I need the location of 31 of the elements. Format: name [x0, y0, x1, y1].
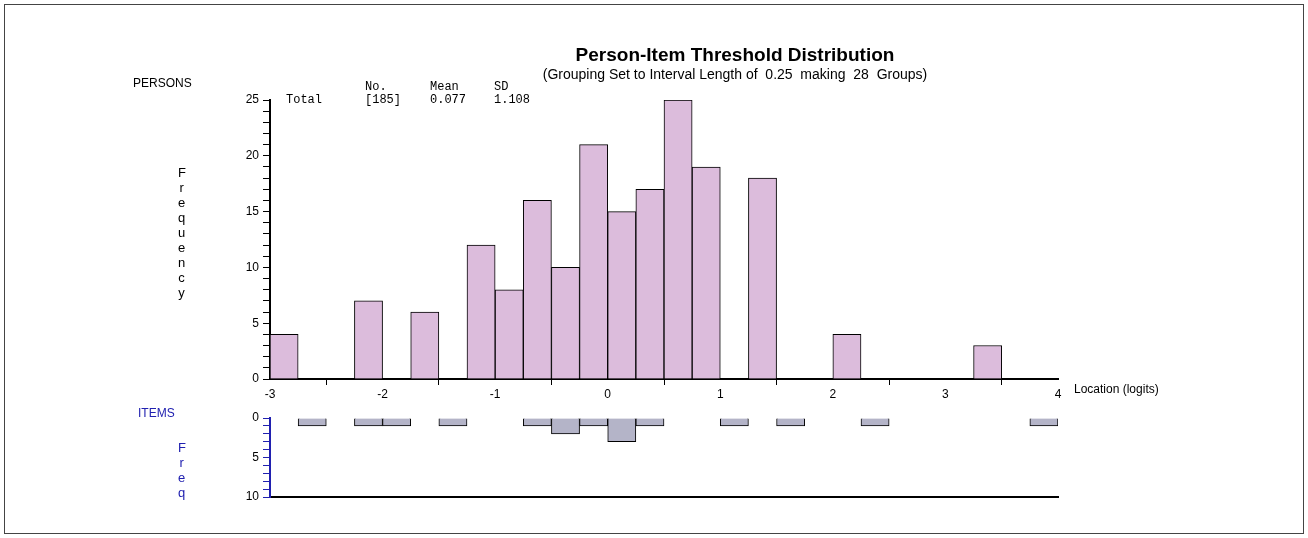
y-axis-title: Freq [178, 440, 186, 500]
x-tick-label: 1 [716, 386, 724, 401]
y-tick-label: 10 [245, 259, 260, 274]
x-tick-label: 2 [829, 386, 837, 401]
annotation: Total [286, 93, 323, 107]
x-tick-label: -2 [377, 386, 389, 401]
text: ITEMS [138, 406, 175, 420]
x-axis-title: Location (logits) [1074, 382, 1159, 397]
y-tick-label: 25 [245, 92, 260, 107]
text: SD [494, 80, 509, 94]
text: PERSONS [133, 76, 192, 90]
y-tick-label: 0 [252, 371, 260, 386]
y-tick-label: 5 [252, 315, 260, 330]
y-tick-label: 15 [245, 203, 260, 218]
text: No. [365, 80, 387, 94]
x-tick-label: 3 [942, 386, 950, 401]
x-tick-label: 4 [1054, 386, 1062, 401]
y-tick-label: 10 [245, 489, 260, 504]
chart-title: Person-Item Threshold Distribution [574, 44, 896, 66]
annotation: 0.077 [430, 93, 467, 107]
y-tick-label: 20 [245, 148, 260, 163]
x-tick-label: -3 [264, 386, 276, 401]
chart-subtitle: (Grouping Set to Interval Length of 0.25 making 28 Groups) [542, 66, 928, 82]
x-tick-label: 0 [604, 386, 612, 401]
x-tick-label: -1 [489, 386, 501, 401]
text: Frequency [178, 165, 186, 300]
text: Mean [430, 80, 459, 94]
y-tick-label: 5 [252, 449, 260, 464]
annotation: 1.108 [494, 93, 531, 107]
y-tick-label: 0 [252, 410, 260, 425]
annotation: [185] [365, 93, 402, 107]
